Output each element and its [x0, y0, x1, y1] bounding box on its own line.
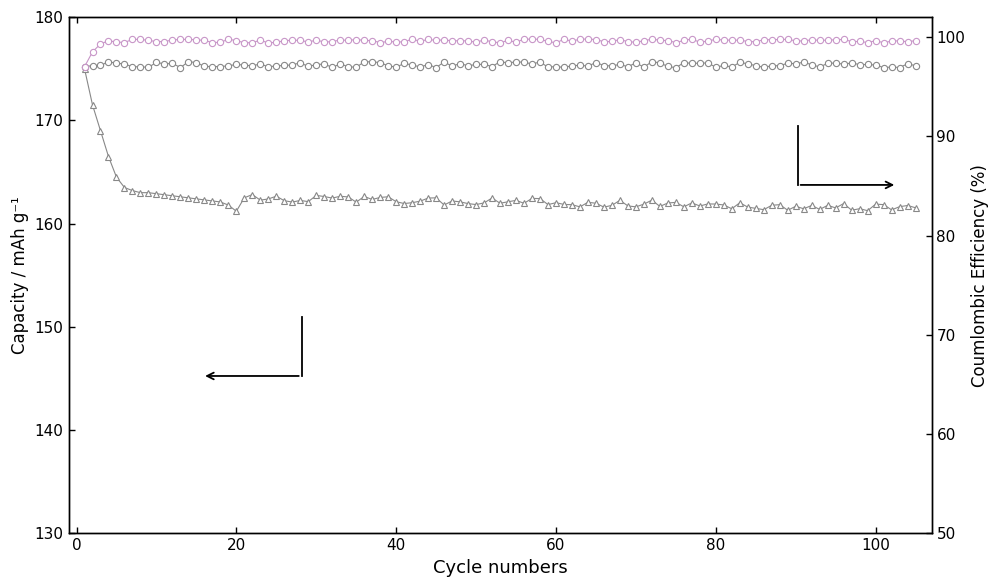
Y-axis label: Capacity / mAh g⁻¹: Capacity / mAh g⁻¹ [11, 196, 29, 354]
Y-axis label: Coumlombic Efficiency (%): Coumlombic Efficiency (%) [971, 164, 989, 387]
X-axis label: Cycle numbers: Cycle numbers [433, 559, 567, 577]
